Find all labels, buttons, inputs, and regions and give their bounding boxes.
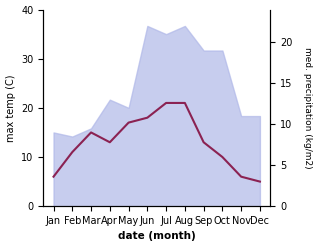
Y-axis label: med. precipitation (kg/m2): med. precipitation (kg/m2) <box>303 47 313 169</box>
X-axis label: date (month): date (month) <box>118 231 196 242</box>
Y-axis label: max temp (C): max temp (C) <box>5 74 16 142</box>
